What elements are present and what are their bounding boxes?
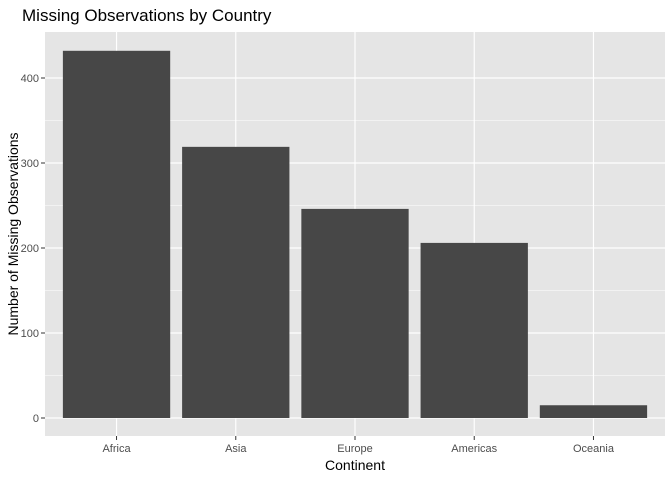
x-tick-label-europe: Europe <box>337 443 372 455</box>
bar-oceania <box>539 405 648 418</box>
x-tick-label-americas: Americas <box>451 443 497 455</box>
y-tick-label: 100 <box>21 328 39 340</box>
y-tick-label: 300 <box>21 158 39 170</box>
y-axis-ticks: 0 100 200 300 400 <box>21 73 45 425</box>
x-axis-title: Continent <box>325 457 385 473</box>
y-axis-title: Number of Missing Observations <box>5 132 21 335</box>
x-tick-label-africa: Africa <box>102 443 131 455</box>
x-tick-label-asia: Asia <box>225 443 247 455</box>
y-tick-label: 0 <box>33 413 39 425</box>
bar-africa <box>62 50 171 419</box>
bar-europe <box>301 208 409 418</box>
x-tick-label-oceania: Oceania <box>573 443 615 455</box>
x-axis-ticks: Africa Asia Europe Americas Oceania <box>102 436 615 455</box>
bar-asia <box>182 146 290 418</box>
bar-americas <box>420 242 528 418</box>
y-tick-label: 200 <box>21 243 39 255</box>
chart-title: Missing Observations by Country <box>22 6 272 25</box>
y-tick-label: 400 <box>21 73 39 85</box>
bars <box>62 50 648 419</box>
